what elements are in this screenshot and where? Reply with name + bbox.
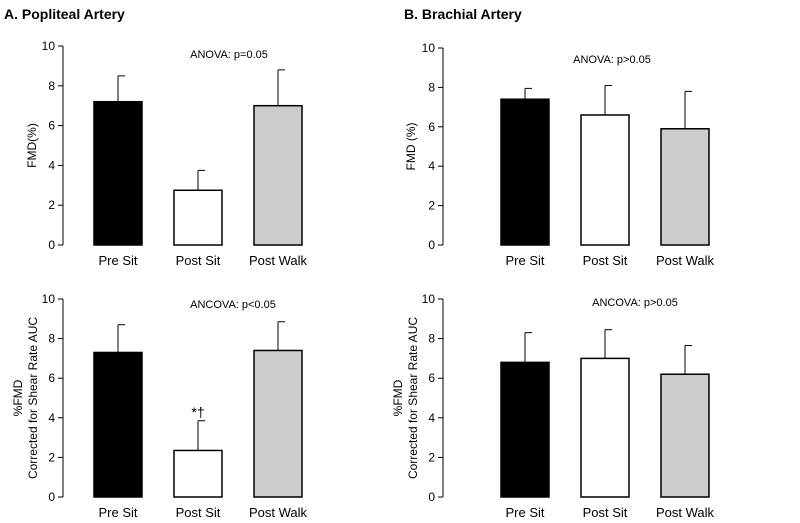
brachial-corrected-x-label: Post Walk xyxy=(656,505,715,520)
popliteal-corrected-bar-0 xyxy=(93,351,143,498)
brachial-fmd-bar-1 xyxy=(580,114,630,246)
popliteal-corrected-x-label: Post Walk xyxy=(249,505,308,520)
brachial-corrected-x-label: Post Sit xyxy=(583,505,628,520)
brachial-fmd-annotation: ANOVA: p>0.05 xyxy=(573,54,651,66)
popliteal-corrected-y-tick-label: 0 xyxy=(48,490,55,504)
popliteal-corrected-x-label: Post Sit xyxy=(176,505,221,520)
brachial-fmd-y-tick-label: 10 xyxy=(422,41,436,55)
brachial-fmd-y-tick-label: 0 xyxy=(428,238,435,252)
brachial-corrected-x-label: Pre Sit xyxy=(505,505,544,520)
popliteal-corrected-y-tick-label: 8 xyxy=(48,332,55,346)
brachial-corrected-y-label: %FMD xyxy=(391,379,405,416)
brachial-fmd-y-tick-label: 6 xyxy=(428,120,435,134)
brachial-corrected-y-tick-label: 6 xyxy=(428,371,435,385)
popliteal-corrected-significance-mark: *† xyxy=(191,404,204,420)
brachial-corrected-bar-2 xyxy=(660,373,710,498)
popliteal-corrected-y-tick-label: 6 xyxy=(48,371,55,385)
popliteal-fmd-annotation: ANOVA: p=0.05 xyxy=(190,49,268,61)
brachial-fmd-y-tick-label: 8 xyxy=(428,80,435,94)
popliteal-corrected-y-label: %FMD xyxy=(11,379,25,416)
popliteal-fmd-y-tick-label: 2 xyxy=(48,198,55,212)
brachial-fmd-bar-2 xyxy=(660,128,710,246)
popliteal-corrected-bar-2 xyxy=(253,349,303,498)
brachial-fmd-x-label: Post Walk xyxy=(656,253,715,268)
popliteal-corrected-y-label: Corrected for Shear Rate AUC xyxy=(26,317,40,479)
popliteal-corrected-x-label: Pre Sit xyxy=(98,505,137,520)
brachial-fmd-y-label: FMD (%) xyxy=(404,123,418,171)
brachial-corrected-y-tick-label: 10 xyxy=(422,292,436,306)
section-a-title: A. Popliteal Artery xyxy=(4,6,125,22)
popliteal-corrected-annotation: ANCOVA: p<0.05 xyxy=(190,299,276,311)
popliteal-fmd-y-tick-label: 0 xyxy=(48,238,55,252)
brachial-corrected-y-tick-label: 4 xyxy=(428,411,435,425)
brachial-corrected-y-label: Corrected for Shear Rate AUC xyxy=(406,317,420,479)
brachial-corrected-annotation: ANCOVA: p>0.05 xyxy=(592,297,678,309)
popliteal-fmd-y-tick-label: 10 xyxy=(42,39,56,53)
section-b-title: B. Brachial Artery xyxy=(404,6,522,22)
brachial-corrected-y-tick-label: 2 xyxy=(428,450,435,464)
brachial-fmd-bar-0 xyxy=(500,98,550,246)
brachial-corrected-bar-1 xyxy=(580,357,630,498)
popliteal-fmd-x-label: Post Walk xyxy=(249,253,308,268)
popliteal-fmd-x-label: Pre Sit xyxy=(98,253,137,268)
brachial-corrected-bar-0 xyxy=(500,361,550,498)
popliteal-fmd-y-tick-label: 8 xyxy=(48,79,55,93)
popliteal-corrected-bar-1 xyxy=(173,449,223,498)
brachial-corrected-y-tick-label: 8 xyxy=(428,332,435,346)
brachial-corrected-y-tick-label: 0 xyxy=(428,490,435,504)
popliteal-fmd-bar-1 xyxy=(173,189,223,246)
popliteal-fmd-bar-0 xyxy=(93,100,143,246)
popliteal-fmd-y-tick-label: 4 xyxy=(48,158,55,172)
popliteal-fmd-bar-2 xyxy=(253,104,303,246)
popliteal-corrected-y-tick-label: 4 xyxy=(48,411,55,425)
popliteal-corrected-y-tick-label: 10 xyxy=(42,292,56,306)
popliteal-fmd-y-label: FMD(%) xyxy=(25,123,39,168)
brachial-fmd-y-tick-label: 2 xyxy=(428,199,435,213)
brachial-fmd-x-label: Post Sit xyxy=(583,253,628,268)
popliteal-corrected-y-tick-label: 2 xyxy=(48,450,55,464)
popliteal-fmd-y-tick-label: 6 xyxy=(48,119,55,133)
popliteal-fmd-x-label: Post Sit xyxy=(176,253,221,268)
brachial-fmd-x-label: Pre Sit xyxy=(505,253,544,268)
brachial-fmd-y-tick-label: 4 xyxy=(428,159,435,173)
